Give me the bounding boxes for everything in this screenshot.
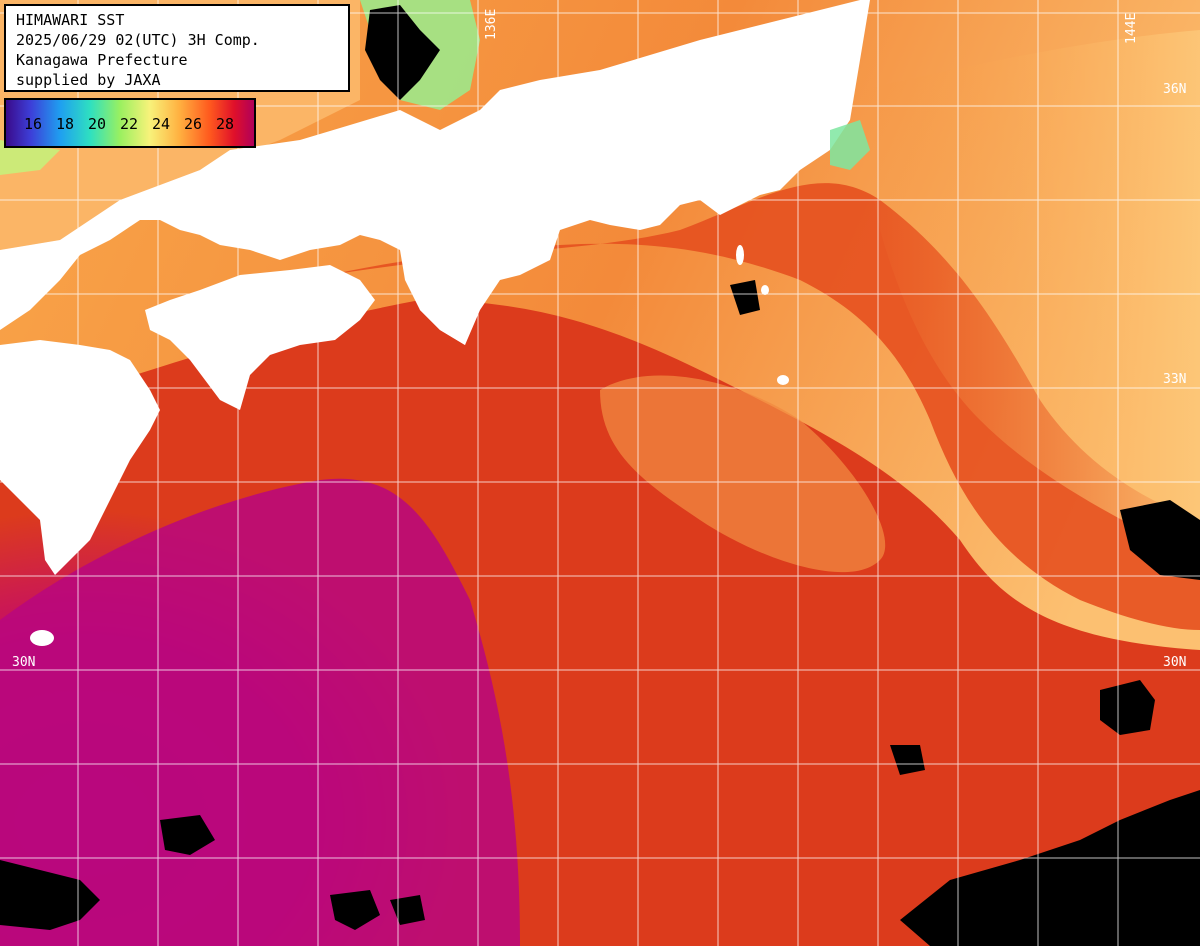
map-region: Kanagawa Prefecture xyxy=(16,51,188,69)
lat-label-33n: 33N xyxy=(1163,372,1187,387)
land-kii xyxy=(405,240,470,345)
cloud-patch xyxy=(890,745,925,775)
cloud-patch xyxy=(365,5,440,100)
temperature-legend: 16 18 20 22 24 26 28 xyxy=(4,98,256,148)
legend-label: 28 xyxy=(216,115,235,133)
land-kyushu xyxy=(0,340,160,575)
map-timestamp: 2025/06/29 02(UTC) 3H Comp. xyxy=(16,31,260,49)
legend-label: 26 xyxy=(184,115,203,133)
legend-label: 18 xyxy=(56,115,75,133)
cloud-patch xyxy=(0,860,100,930)
land-honshu xyxy=(0,0,870,345)
cloud-patch xyxy=(390,895,425,925)
lat-label-30n-left: 30N xyxy=(12,655,36,670)
land-islet xyxy=(761,285,769,295)
lon-label-136e: 136E xyxy=(484,8,499,40)
legend-label: 24 xyxy=(152,115,171,133)
cloud-patch xyxy=(160,815,215,855)
map-info-box: HIMAWARI SST 2025/06/29 02(UTC) 3H Comp.… xyxy=(4,4,350,92)
map-title: HIMAWARI SST xyxy=(16,11,125,29)
legend-label: 20 xyxy=(88,115,107,133)
cloud-patch xyxy=(730,280,760,315)
lat-label-36n: 36N xyxy=(1163,82,1187,97)
cool-coastal-patch xyxy=(830,120,870,170)
legend-label: 16 xyxy=(24,115,43,133)
cloud-patch xyxy=(330,890,380,930)
hot-pool-core xyxy=(0,478,520,946)
cloud-patch xyxy=(1120,500,1200,580)
land-islet xyxy=(30,630,54,646)
lat-label-33-left: 33 xyxy=(12,374,28,389)
land-islet xyxy=(736,245,744,265)
lat-label-30n-right: 30N xyxy=(1163,655,1187,670)
land-islet xyxy=(777,375,789,385)
pale-east-waters xyxy=(860,30,1200,560)
legend-labels: 16 18 20 22 24 26 28 xyxy=(24,115,248,133)
legend-label: 22 xyxy=(120,115,139,133)
cloud-patch xyxy=(1100,680,1155,735)
cloud-patch xyxy=(900,790,1200,946)
lon-label-144e: 144E xyxy=(1124,12,1139,44)
legend-color-ramp xyxy=(6,100,254,146)
map-credit: supplied by JAXA xyxy=(16,71,161,89)
cool-coastal-patch xyxy=(0,140,60,175)
